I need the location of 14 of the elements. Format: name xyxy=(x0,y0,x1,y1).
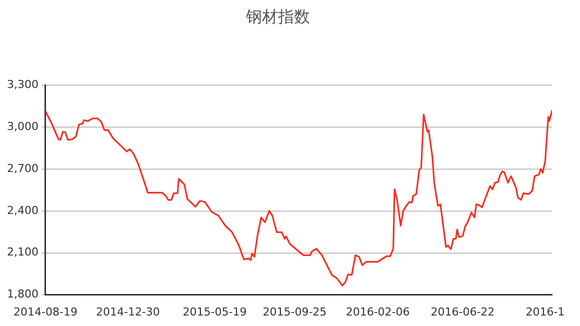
x-tick-label: 2016-1 xyxy=(526,305,565,318)
x-tick-label: 2015-05-19 xyxy=(182,305,247,318)
x-tick-label: 2014-12-30 xyxy=(96,305,160,318)
y-tick-label: 2,100 xyxy=(6,246,38,259)
x-tick-label: 2016-06-22 xyxy=(430,305,495,318)
x-tick-label: 2016-02-06 xyxy=(346,305,410,318)
y-tick-label: 2,700 xyxy=(6,162,38,175)
chart-title: 钢材指数 xyxy=(245,6,310,26)
y-tick-label: 2,400 xyxy=(6,204,38,217)
x-tick-label: 2014-08-19 xyxy=(14,305,78,318)
x-tick-label: 2015-09-25 xyxy=(262,305,327,318)
y-tick-label: 3,300 xyxy=(6,78,38,92)
y-tick-label: 1,800 xyxy=(6,288,38,301)
y-tick-label: 3,000 xyxy=(6,120,38,133)
